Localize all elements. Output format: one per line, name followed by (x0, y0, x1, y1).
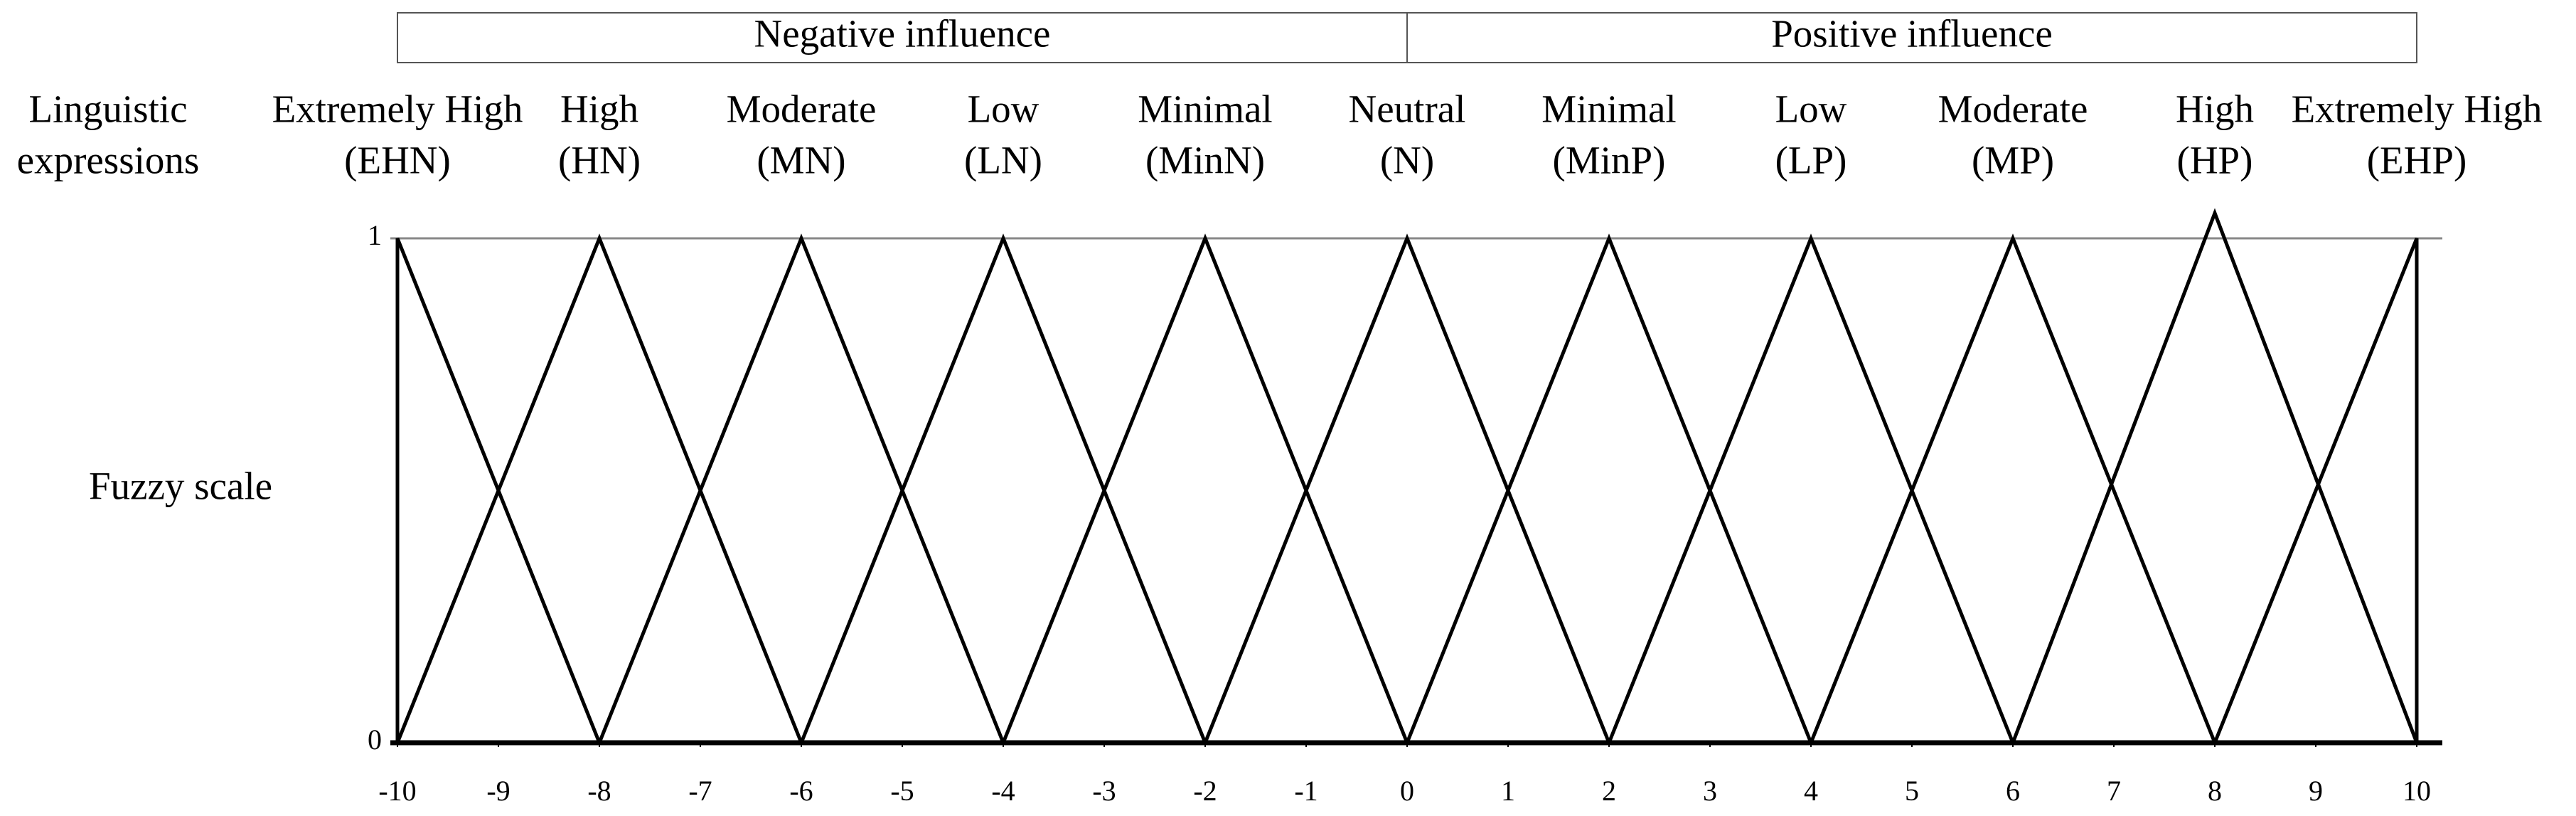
x-tick-label: -5 (890, 775, 914, 807)
x-tick-label: 9 (2309, 775, 2323, 807)
x-tick-label: 10 (2403, 775, 2431, 807)
x-tick-label: -8 (587, 775, 611, 807)
x-tick-label: 1 (1501, 775, 1515, 807)
legend-name: High (560, 88, 638, 131)
x-tick-label: -9 (486, 775, 510, 807)
x-tick-label: 2 (1602, 775, 1616, 807)
x-tick-label: -4 (991, 775, 1015, 807)
x-tick-label: 5 (1905, 775, 1919, 807)
membership-line (1001, 233, 1409, 743)
row-label: expressions (17, 139, 200, 182)
y-tick-label: 1 (368, 219, 382, 251)
membership-line (799, 233, 1207, 743)
legend-abbr: (HN) (558, 139, 641, 182)
x-tick-label: 8 (2208, 775, 2222, 807)
legend-name: Moderate (727, 88, 877, 131)
membership-line (1405, 233, 1813, 743)
legend-name: Low (1775, 88, 1847, 131)
legend-abbr: (MN) (757, 139, 845, 182)
membership-line (2011, 208, 2419, 743)
x-tick-label: -3 (1092, 775, 1116, 807)
legend-name: Minimal (1138, 88, 1272, 131)
legend-abbr: (LN) (964, 139, 1042, 182)
legend-abbr: (MP) (1972, 139, 2054, 182)
x-tick-label: 0 (1400, 775, 1414, 807)
group-label: Negative influence (754, 12, 1051, 55)
legend-name: Extremely High (2292, 88, 2543, 131)
legend-abbr: (MinN) (1145, 139, 1265, 182)
legend-name: Extremely High (272, 88, 523, 131)
membership-line (1203, 233, 1611, 743)
x-tick-label: 6 (2006, 775, 2020, 807)
x-tick-label: -7 (688, 775, 712, 807)
legend-abbr: (N) (1380, 139, 1434, 182)
x-tick-label: -2 (1193, 775, 1217, 807)
legend-abbr: (EHP) (2367, 139, 2467, 182)
membership-line (395, 233, 803, 743)
legend-abbr: (MinP) (1553, 139, 1666, 182)
legend-name: Neutral (1349, 88, 1466, 131)
membership-line (597, 233, 1005, 743)
membership-line (395, 238, 602, 743)
legend-abbr: (LP) (1775, 139, 1847, 182)
legend-name: Moderate (1938, 88, 2088, 131)
x-tick-label: 7 (2107, 775, 2121, 807)
x-tick-label: -1 (1294, 775, 1318, 807)
group-label: Positive influence (1771, 12, 2053, 55)
legend-name: High (2176, 88, 2254, 131)
legend-name: Minimal (1541, 88, 1676, 131)
membership-line (1809, 233, 2217, 743)
membership-line (2213, 238, 2419, 743)
legend-name: Low (968, 88, 1040, 131)
legend-abbr: (EHN) (344, 139, 451, 182)
x-tick-label: -10 (378, 775, 416, 807)
x-tick-label: 4 (1804, 775, 1818, 807)
row-label: Linguistic (28, 88, 187, 131)
group-box (1406, 12, 2417, 63)
x-tick-label: -6 (789, 775, 813, 807)
x-tick-label: 3 (1703, 775, 1717, 807)
membership-line (1607, 233, 2015, 743)
row-label: Fuzzy scale (89, 465, 272, 508)
legend-abbr: (HP) (2177, 139, 2253, 182)
y-tick-label: 0 (368, 724, 382, 756)
